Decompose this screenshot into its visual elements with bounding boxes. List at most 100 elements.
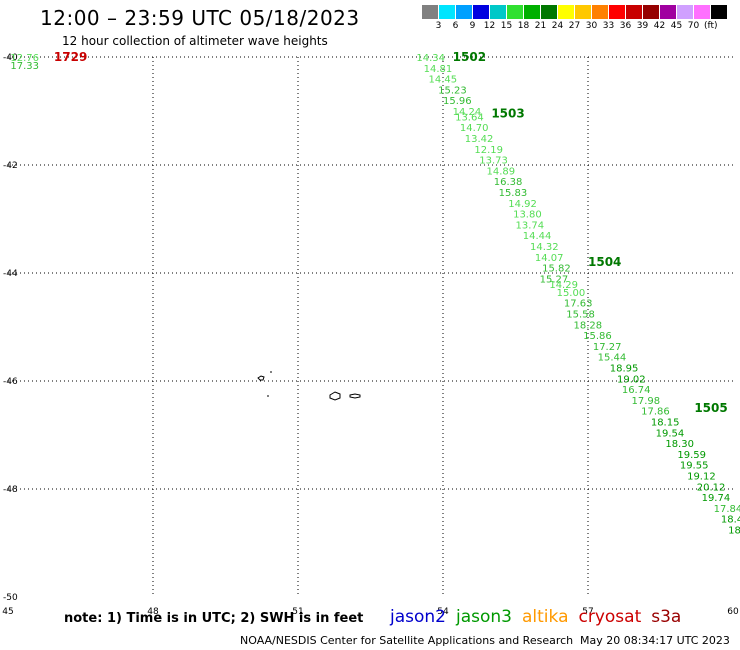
legend-swatch	[711, 5, 728, 19]
lat-tick-label: -40	[3, 53, 18, 63]
wave-height-value: 13.42	[465, 134, 494, 145]
lat-tick-label: -46	[3, 377, 18, 387]
track-number-label: 1502	[453, 50, 486, 64]
wave-height-value: 14.07	[535, 253, 564, 264]
axis-ticks: 45 48 51 54 57 60 -40 -42 -44 -46 -48 -50	[2, 53, 739, 617]
wave-height-value: 15.27	[540, 274, 569, 285]
legend-label: 21	[534, 21, 547, 31]
wave-height-value: 13.80	[513, 210, 542, 221]
wave-height-value: 14.24	[453, 107, 482, 118]
map-grid	[8, 56, 733, 597]
legend-label: 36	[619, 21, 632, 31]
legend-swatch	[507, 5, 524, 19]
legend-label: 15	[500, 21, 513, 31]
island-kerguelen-west	[257, 371, 272, 397]
legend-swatch	[558, 5, 575, 19]
wave-height-value: 15.82	[542, 264, 571, 275]
wave-height-value: 15.44	[598, 353, 627, 364]
legend-swatch	[490, 5, 507, 19]
legend-label: 45	[670, 21, 683, 31]
wave-height-value: 17.27	[593, 342, 622, 353]
color-legend: 3 6 9 12 15 18 21 24 27 30 33 36 39 42 45 70 (ft)	[422, 5, 728, 31]
track-number-label: 1504	[588, 255, 621, 269]
wave-height-value: 14.70	[460, 123, 489, 134]
wave-height-value: 14.45	[429, 75, 458, 86]
wave-height-value: 14.44	[523, 231, 552, 242]
legend-label: 39	[636, 21, 649, 31]
wave-height-value: 13.74	[516, 220, 545, 231]
wave-height-value: 19.55	[680, 461, 709, 472]
lon-tick-label: 51	[292, 607, 303, 617]
coastline	[257, 371, 361, 401]
island-crozet-2	[349, 393, 361, 399]
legend-label: 6	[452, 21, 459, 31]
lat-tick-label: -50	[3, 593, 18, 603]
footer-note: note: 1) Time is in UTC; 2) SWH is in fe…	[64, 611, 364, 626]
satellite-name: jason3	[456, 607, 512, 627]
legend-label: 24	[551, 21, 564, 31]
wave-height-value: 12.76	[10, 53, 39, 64]
legend-label: 42	[653, 21, 666, 31]
legend-swatch	[660, 5, 677, 19]
wave-height-value: 19.74	[702, 493, 731, 504]
legend-swatch	[626, 5, 643, 19]
wave-height-value: 16.38	[494, 177, 523, 188]
lat-tick-label: -44	[3, 269, 18, 279]
lon-tick-label: 45	[2, 607, 13, 617]
lat-tick-label: -42	[3, 161, 18, 171]
legend-swatch	[456, 5, 473, 19]
track-labels: 1502 1503 1504 1505 1729	[54, 50, 728, 415]
lon-tick-label: 60	[727, 607, 739, 617]
wave-height-value: 15.00	[557, 288, 586, 299]
legend-swatch	[694, 5, 711, 19]
lon-tick-label: 57	[582, 607, 593, 617]
legend-swatch	[439, 5, 456, 19]
wave-height-value: 18.28	[574, 320, 603, 331]
legend-swatches	[422, 5, 728, 19]
wave-height-value: 20.12	[697, 482, 726, 493]
wave-height-readings: 14.3414.8114.4515.2315.9614.2413.6414.70…	[10, 53, 740, 537]
wave-height-value: 18.15	[651, 418, 680, 429]
map-subtitle: 12 hour collection of altimeter wave hei…	[62, 34, 328, 48]
wave-height-value: 17.98	[632, 396, 661, 407]
wave-height-value: 14.29	[549, 280, 578, 291]
wave-height-value: 17.63	[564, 299, 593, 310]
wave-height-value: 17.84	[714, 504, 740, 515]
wave-height-value: 15.23	[438, 85, 467, 96]
wave-height-value: 19.12	[687, 472, 716, 483]
legend-swatch	[473, 5, 490, 19]
island-crozet-1	[329, 391, 341, 401]
wave-height-value: 15.86	[583, 331, 612, 342]
lon-tick-label: 48	[147, 607, 159, 617]
wave-height-value: 14.32	[530, 242, 559, 253]
legend-label: 12	[483, 21, 496, 31]
track-number-label: 1729	[54, 50, 87, 64]
wave-height-value: 18.30	[665, 439, 694, 450]
wave-height-value: 14.81	[424, 64, 453, 75]
wave-height-value: 15.58	[566, 310, 595, 321]
lon-tick-label: 54	[437, 607, 449, 617]
wave-height-value: 14.92	[508, 199, 537, 210]
footer-timestamp: May 20 08:34:17 UTC 2023	[580, 634, 730, 647]
legend-swatch	[541, 5, 558, 19]
track-number-label: 1503	[491, 107, 524, 121]
legend-label: 30	[585, 21, 598, 31]
satellite-legend: jason2 jason3 altika cryosat s3a	[390, 607, 691, 627]
legend-label: 18	[517, 21, 530, 31]
legend-swatch	[422, 5, 439, 19]
wave-height-value: 18.95	[610, 364, 639, 375]
wave-height-value: 18	[728, 526, 740, 537]
legend-swatch	[524, 5, 541, 19]
wave-height-value: 15.83	[499, 188, 528, 199]
legend-labels: 3 6 9 12 15 18 21 24 27 30 33 36 39 42 45 70 (ft)	[422, 21, 728, 31]
footer-credit: NOAA/NESDIS Center for Satellite Applica…	[240, 634, 574, 647]
track-number-label: 1505	[694, 401, 727, 415]
legend-units: (ft)	[704, 21, 718, 31]
legend-swatch	[575, 5, 592, 19]
legend-label: 27	[568, 21, 581, 31]
wave-height-value: 14.89	[487, 166, 516, 177]
wave-height-value: 13.73	[479, 156, 508, 167]
lat-tick-label: -48	[3, 485, 18, 495]
legend-label: 70	[687, 21, 700, 31]
